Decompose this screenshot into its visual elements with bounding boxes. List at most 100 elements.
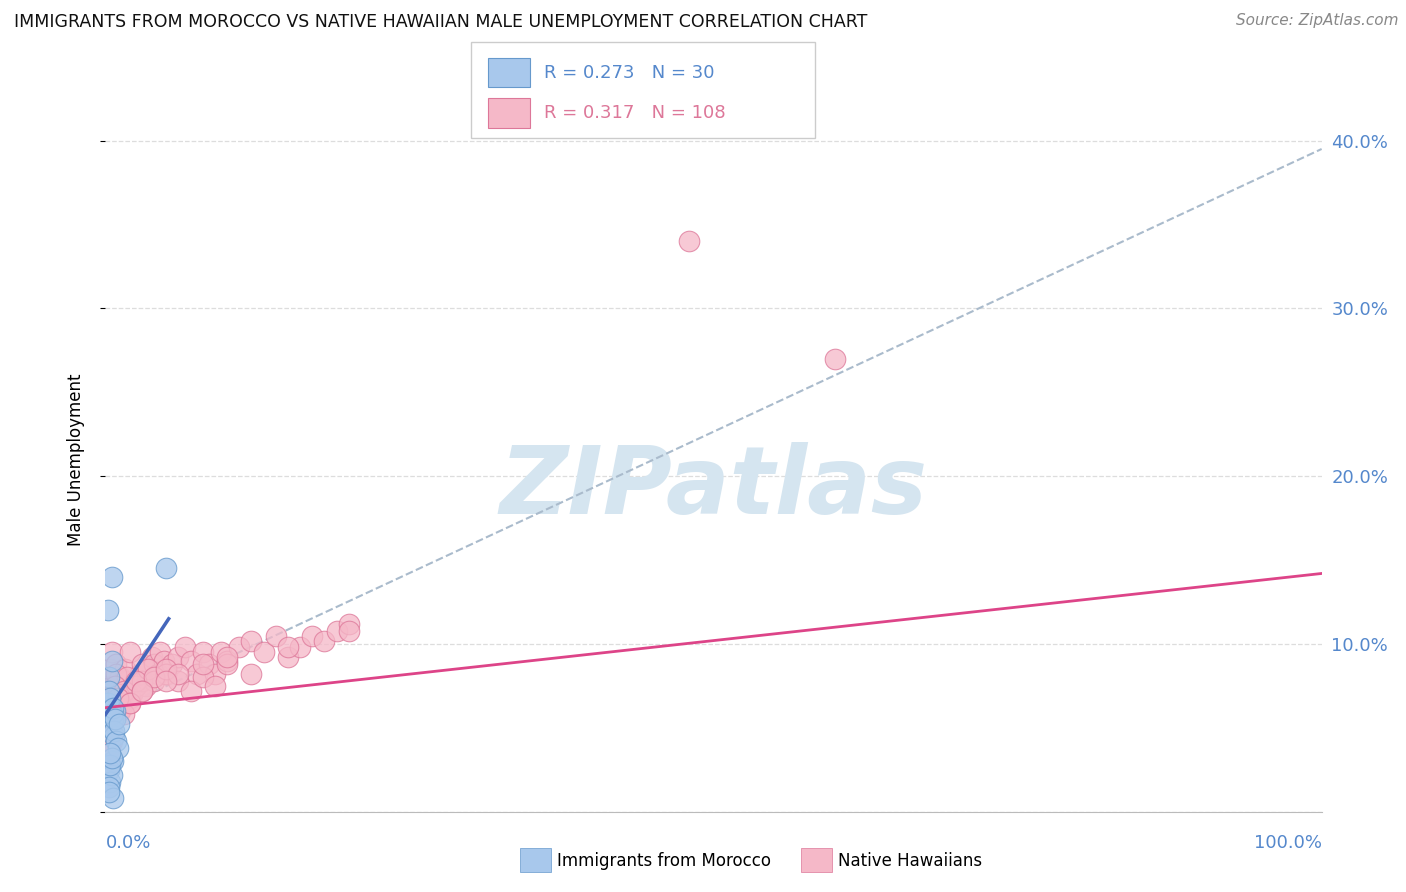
Point [101,696,124,710]
Point [167,673,190,688]
Point [100,700,122,714]
Point [104,679,127,693]
Point [97,603,120,617]
Point [117,684,139,698]
Point [103,729,125,743]
Point [96,738,118,752]
Point [98,784,121,798]
Point [114,662,136,676]
Point [98,746,121,760]
Point [162,657,184,671]
Point [204,679,226,693]
Text: IMMIGRANTS FROM MOROCCO VS NATIVE HAWAIIAN MALE UNEMPLOYMENT CORRELATION CHART: IMMIGRANTS FROM MOROCCO VS NATIVE HAWAII… [14,13,868,31]
Point [118,696,141,710]
Point [155,673,177,688]
Point [112,684,135,698]
Point [100,645,122,659]
Point [264,628,287,642]
Point [167,650,190,665]
Point [228,640,250,655]
Point [149,645,172,659]
Point [107,687,129,701]
Text: R = 0.273   N = 30: R = 0.273 N = 30 [544,63,714,82]
Point [98,780,121,794]
Point [112,673,135,688]
Point [180,684,202,698]
Point [104,713,127,727]
Text: Source: ZipAtlas.com: Source: ZipAtlas.com [1236,13,1399,29]
Point [104,684,127,698]
Point [101,791,124,805]
Point [98,724,121,739]
Point [167,667,190,681]
Text: R = 0.317   N = 108: R = 0.317 N = 108 [544,103,725,122]
Point [155,662,177,676]
Point [191,645,214,659]
Point [98,741,121,756]
Point [136,662,159,676]
Point [98,721,121,735]
Text: 100.0%: 100.0% [1254,834,1322,852]
Point [98,690,121,705]
Point [131,684,153,698]
Point [96,704,118,718]
Point [101,700,124,714]
Point [101,690,124,705]
Point [209,645,232,659]
Point [186,667,208,681]
Point [191,671,214,685]
Text: ZIPatlas: ZIPatlas [499,442,928,533]
Point [103,704,125,718]
Point [108,704,131,718]
Point [98,721,121,735]
Point [104,679,127,693]
Point [125,679,148,693]
Point [288,640,311,655]
Point [108,696,131,710]
Point [118,645,141,659]
Point [143,673,166,688]
Point [180,654,202,668]
Point [98,751,121,765]
Point [240,667,263,681]
Point [217,657,239,671]
Point [107,690,129,705]
Point [100,717,122,731]
Point [98,690,121,705]
Point [111,687,134,701]
Point [155,667,177,681]
Point [103,700,125,714]
Point [100,654,122,668]
Point [98,738,121,752]
Point [277,640,299,655]
Point [131,684,153,698]
Point [121,687,143,701]
Point [98,713,121,727]
Point [105,667,128,681]
Point [97,679,120,693]
Point [98,671,121,685]
Point [98,707,121,722]
Point [125,673,148,688]
Point [100,751,122,765]
Point [101,690,124,705]
Point [112,684,135,698]
Point [98,757,121,772]
Point [101,713,124,727]
Point [314,633,336,648]
Text: Immigrants from Morocco: Immigrants from Morocco [557,852,770,870]
Y-axis label: Male Unemployment: Male Unemployment [66,373,84,546]
Point [97,713,120,727]
Point [337,624,360,638]
Point [100,707,122,722]
Point [118,690,141,705]
Point [105,657,128,671]
Point [107,696,129,710]
Point [143,657,166,671]
Point [240,633,263,648]
Point [277,650,299,665]
Text: Native Hawaiians: Native Hawaiians [838,852,983,870]
Point [204,667,226,681]
Point [118,696,141,710]
Point [97,696,120,710]
